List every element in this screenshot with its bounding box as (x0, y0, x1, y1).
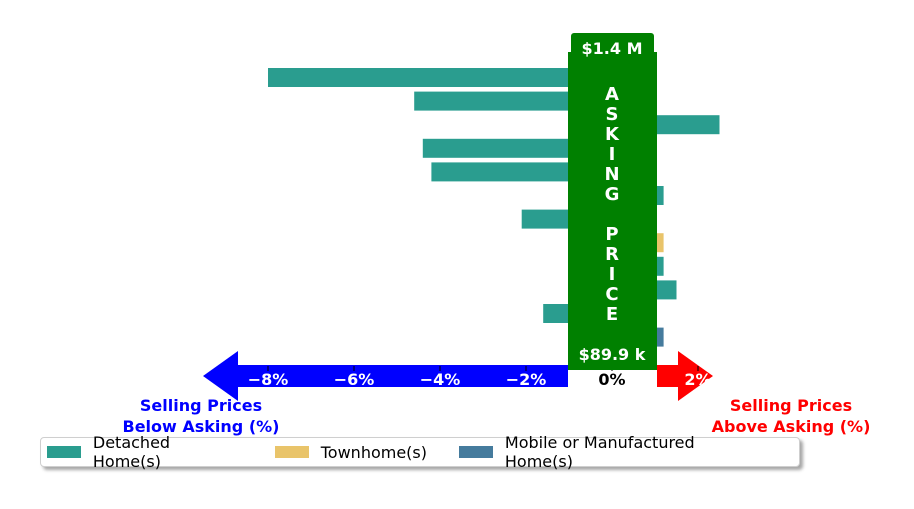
direction-arrows (203, 351, 713, 401)
x-tick-label-2: −4% (420, 370, 461, 389)
x-tick-label-1: −6% (334, 370, 375, 389)
below-asking-arrow (203, 351, 568, 401)
x-tick-labels: −8% −6% −4% −2% 0% 2% (248, 366, 712, 389)
above-asking-label: Selling Prices Above Asking (%) (712, 396, 871, 436)
legend-swatch-townhome (274, 446, 309, 458)
asking-price-column (568, 52, 657, 370)
legend-label-townhome: Townhome(s) (320, 442, 427, 462)
bar-0 (268, 68, 612, 87)
legend-label-detached: Detached Home(s) (92, 433, 171, 471)
bar-1 (414, 91, 612, 111)
x-tick-label-0: −8% (248, 370, 289, 389)
legend-swatch-mobile (459, 446, 493, 458)
above-asking-arrow (657, 351, 713, 401)
x-tick-label-4: 0% (598, 370, 625, 389)
legend-item-mobile: Mobile or Manufactured Home(s) (459, 433, 767, 471)
legend-item-townhome: Townhome(s) (274, 442, 427, 462)
legend-label-mobile: Mobile or Manufactured Home(s) (504, 433, 695, 471)
asking-price-bottom-label: $89.9 k (579, 345, 646, 364)
x-tick-label-3: −2% (506, 370, 547, 389)
legend-swatch-detached (47, 446, 81, 458)
x-tick-label-5: 2% (684, 370, 711, 389)
asking-price-top-label: $1.4 M (582, 39, 643, 58)
below-asking-label: Selling Prices Below Asking (%) (123, 396, 280, 436)
legend: Detached Home(s) Townhome(s) Mobile or M… (40, 433, 800, 471)
asking-price-top-badge (571, 33, 654, 61)
legend-item-detached: Detached Home(s) (47, 433, 243, 471)
bar-4 (431, 162, 612, 182)
bar-3 (422, 138, 612, 158)
